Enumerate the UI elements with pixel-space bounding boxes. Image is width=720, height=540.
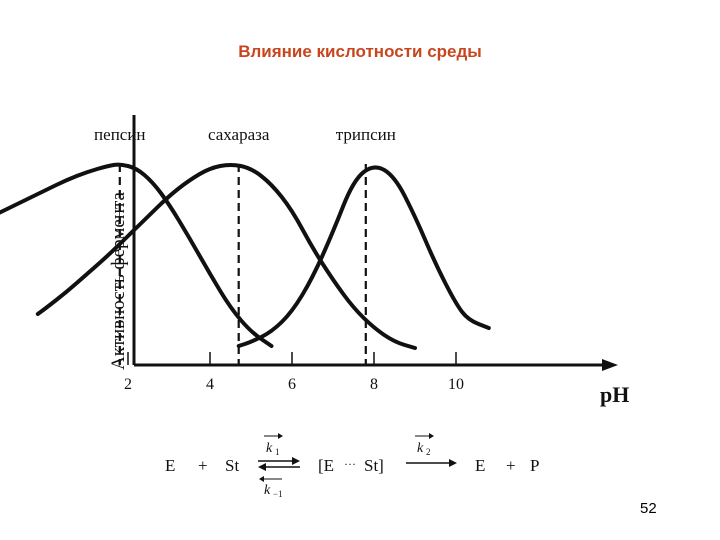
forward-arrow-head <box>292 457 300 465</box>
curves <box>0 162 491 350</box>
rate-constant-k2-subscript: 2 <box>426 447 431 457</box>
k-minus1-vector-head <box>259 476 264 482</box>
product-arrow-head <box>449 459 457 467</box>
x-tick-label: 8 <box>370 376 378 393</box>
x-axis-label: pH <box>600 382 629 407</box>
k1-vector-head <box>278 433 283 439</box>
rate-constant-k-minus1-subscript: −1 <box>273 489 283 499</box>
x-tick-label: 4 <box>206 376 214 393</box>
plus-sign-product: + <box>506 456 516 475</box>
reverse-arrow-head <box>258 463 266 471</box>
series-label-3: трипсин <box>336 125 396 144</box>
product-symbol: P <box>530 456 539 475</box>
series-label-2: сахараза <box>208 125 270 144</box>
x-axis-arrowhead <box>602 359 618 371</box>
x-tick-label: 2 <box>124 376 132 393</box>
rate-constant-k1: k <box>266 441 273 456</box>
series-curve-1 <box>0 162 274 348</box>
enzyme-symbol-product: E <box>475 456 485 475</box>
page-number: 52 <box>640 500 657 517</box>
reaction-equation: E + St k 1 k −1 [E ··· St] k 2 E + P <box>165 433 539 499</box>
x-tick-label: 10 <box>448 376 464 393</box>
rate-constant-k-minus1: k <box>264 483 271 498</box>
y-axis-label: Активность фермента <box>108 191 129 370</box>
complex-open: [E <box>318 456 334 475</box>
x-tick-label: 6 <box>288 376 296 393</box>
slide-title: Влияние кислотности среды <box>238 42 482 61</box>
x-ticks: 2 4 6 8 10 <box>124 352 464 393</box>
peak-markers <box>118 164 367 365</box>
enzyme-symbol: E <box>165 456 175 475</box>
substrate-symbol: St <box>225 456 239 475</box>
plus-sign: + <box>198 456 208 475</box>
complex-dots: ··· <box>344 457 356 471</box>
rate-constant-k2: k <box>417 441 424 456</box>
k2-vector-head <box>429 433 434 439</box>
series-curve-3 <box>236 165 491 348</box>
series-labels: пепсин сахараза трипсин <box>94 125 396 144</box>
rate-constant-k1-subscript: 1 <box>275 447 280 457</box>
complex-close: St] <box>364 456 384 475</box>
series-curve-2 <box>35 163 417 350</box>
series-label-1: пепсин <box>94 125 145 144</box>
